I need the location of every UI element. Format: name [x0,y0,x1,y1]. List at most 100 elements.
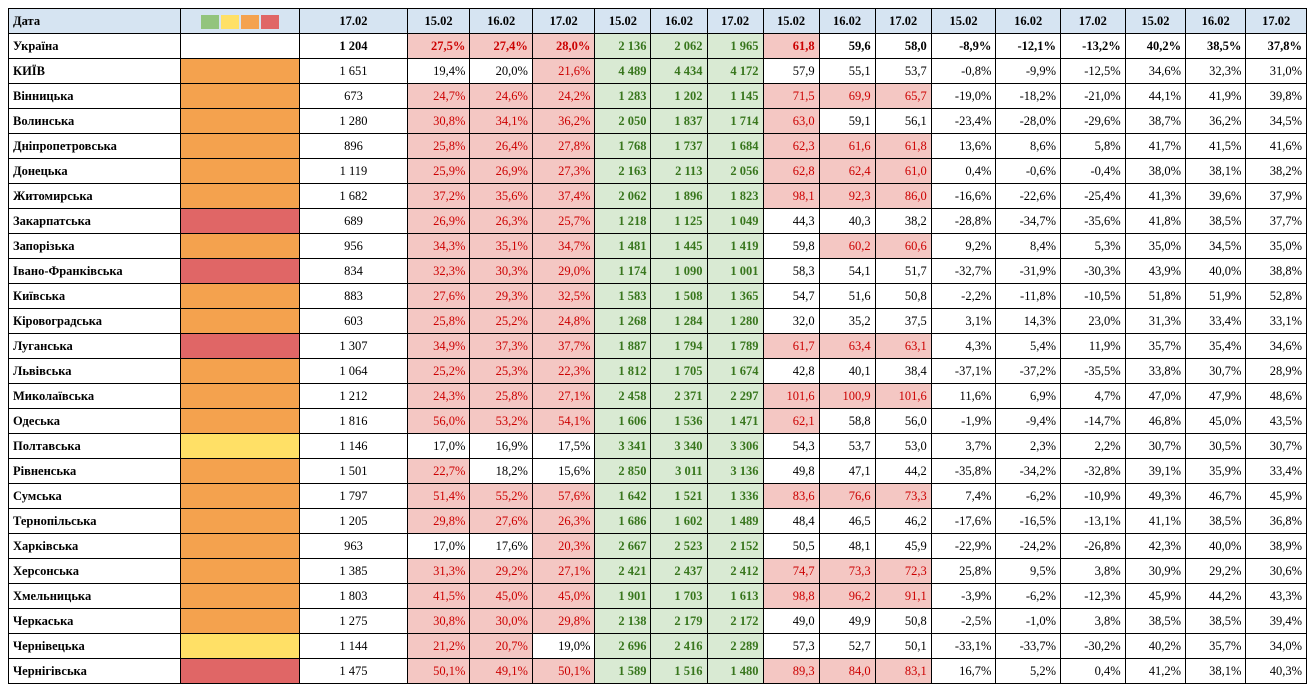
delta-cell: 6,9% [996,384,1061,409]
green-cell: 2 667 [595,534,651,559]
value-main: 1 119 [300,159,408,184]
green-cell: 3 306 [707,434,763,459]
delta-cell: -19,0% [931,84,996,109]
p-cell: 39,1% [1125,459,1185,484]
header-g0: 17.02 [300,9,408,34]
p-cell: 43,9% [1125,259,1185,284]
region-name: Рівненська [9,459,181,484]
v-cell: 46,5 [819,509,875,534]
v-cell: 44,2 [875,459,931,484]
p-cell: 35,9% [1186,459,1246,484]
header-g4-2: 17.02 [1061,9,1126,34]
header-g5-1: 16.02 [1186,9,1246,34]
p-cell: 38,7% [1125,109,1185,134]
delta-cell: 2,2% [1061,434,1126,459]
pct-cell: 25,8% [407,309,470,334]
delta-cell: -18,2% [996,84,1061,109]
v-cell: 45,9 [875,534,931,559]
table-row: Дніпропетровська89625,8%26,4%27,8%1 7681… [9,134,1307,159]
region-name: Україна [9,34,181,59]
delta-cell: -14,7% [1061,409,1126,434]
v-cell: 63,0 [763,109,819,134]
p-cell: 41,6% [1246,134,1307,159]
value-main: 896 [300,134,408,159]
delta-cell: 7,4% [931,484,996,509]
v-cell: 83,1 [875,659,931,684]
table-row: Вінницька67324,7%24,6%24,2%1 2831 2021 1… [9,84,1307,109]
delta-cell: 14,3% [996,309,1061,334]
green-cell: 2 416 [651,634,707,659]
v-cell: 56,1 [875,109,931,134]
delta-cell: 4,3% [931,334,996,359]
green-cell: 2 136 [595,34,651,59]
pct-cell: 34,3% [407,234,470,259]
pct-cell: 53,2% [470,409,533,434]
p-cell: 38,1% [1186,159,1246,184]
pct-cell: 30,0% [470,609,533,634]
delta-cell: 5,4% [996,334,1061,359]
table-row: Кіровоградська60325,8%25,2%24,8%1 2681 2… [9,309,1307,334]
green-cell: 2 152 [707,534,763,559]
pct-cell: 27,5% [407,34,470,59]
pct-cell: 15,6% [532,459,595,484]
v-cell: 96,2 [819,584,875,609]
value-main: 1 064 [300,359,408,384]
p-cell: 40,2% [1125,34,1185,59]
pct-cell: 28,0% [532,34,595,59]
region-name: Одеська [9,409,181,434]
green-cell: 1 202 [651,84,707,109]
pct-cell: 25,7% [532,209,595,234]
status-cell [181,459,300,484]
green-cell: 3 136 [707,459,763,484]
pct-cell: 31,3% [407,559,470,584]
p-cell: 51,9% [1186,284,1246,309]
value-main: 1 803 [300,584,408,609]
pct-cell: 34,1% [470,109,533,134]
p-cell: 41,2% [1125,659,1185,684]
status-cell [181,634,300,659]
delta-cell: -0,6% [996,159,1061,184]
table-row: Чернівецька1 14421,2%20,7%19,0%2 6962 41… [9,634,1307,659]
region-name: Житомирська [9,184,181,209]
delta-cell: -11,8% [996,284,1061,309]
pct-cell: 26,3% [532,509,595,534]
status-cell [181,159,300,184]
delta-cell: 8,6% [996,134,1061,159]
value-main: 883 [300,284,408,309]
region-name: Івано-Франківська [9,259,181,284]
value-main: 834 [300,259,408,284]
pct-cell: 54,1% [532,409,595,434]
status-cell [181,409,300,434]
pct-cell: 22,7% [407,459,470,484]
v-cell: 76,6 [819,484,875,509]
table-row: Запорізька95634,3%35,1%34,7%1 4811 4451 … [9,234,1307,259]
region-name: Закарпатська [9,209,181,234]
pct-cell: 34,9% [407,334,470,359]
v-cell: 58,3 [763,259,819,284]
table-row: Херсонська1 38531,3%29,2%27,1%2 4212 437… [9,559,1307,584]
header-g3-1: 16.02 [819,9,875,34]
p-cell: 40,3% [1246,659,1307,684]
v-cell: 89,3 [763,659,819,684]
v-cell: 69,9 [819,84,875,109]
v-cell: 62,4 [819,159,875,184]
p-cell: 30,6% [1246,559,1307,584]
p-cell: 47,0% [1125,384,1185,409]
delta-cell: 0,4% [1061,659,1126,684]
region-name: Дніпропетровська [9,134,181,159]
table-row: Закарпатська68926,9%26,3%25,7%1 2181 125… [9,209,1307,234]
pct-cell: 29,0% [532,259,595,284]
delta-cell: -25,4% [1061,184,1126,209]
region-name: Полтавська [9,434,181,459]
pct-cell: 24,7% [407,84,470,109]
p-cell: 36,2% [1186,109,1246,134]
delta-cell: -32,8% [1061,459,1126,484]
green-cell: 1 536 [651,409,707,434]
v-cell: 58,0 [875,34,931,59]
region-name: КИЇВ [9,59,181,84]
header-g1-1: 16.02 [470,9,533,34]
status-cell [181,559,300,584]
v-cell: 32,0 [763,309,819,334]
value-main: 1 212 [300,384,408,409]
delta-cell: -3,9% [931,584,996,609]
